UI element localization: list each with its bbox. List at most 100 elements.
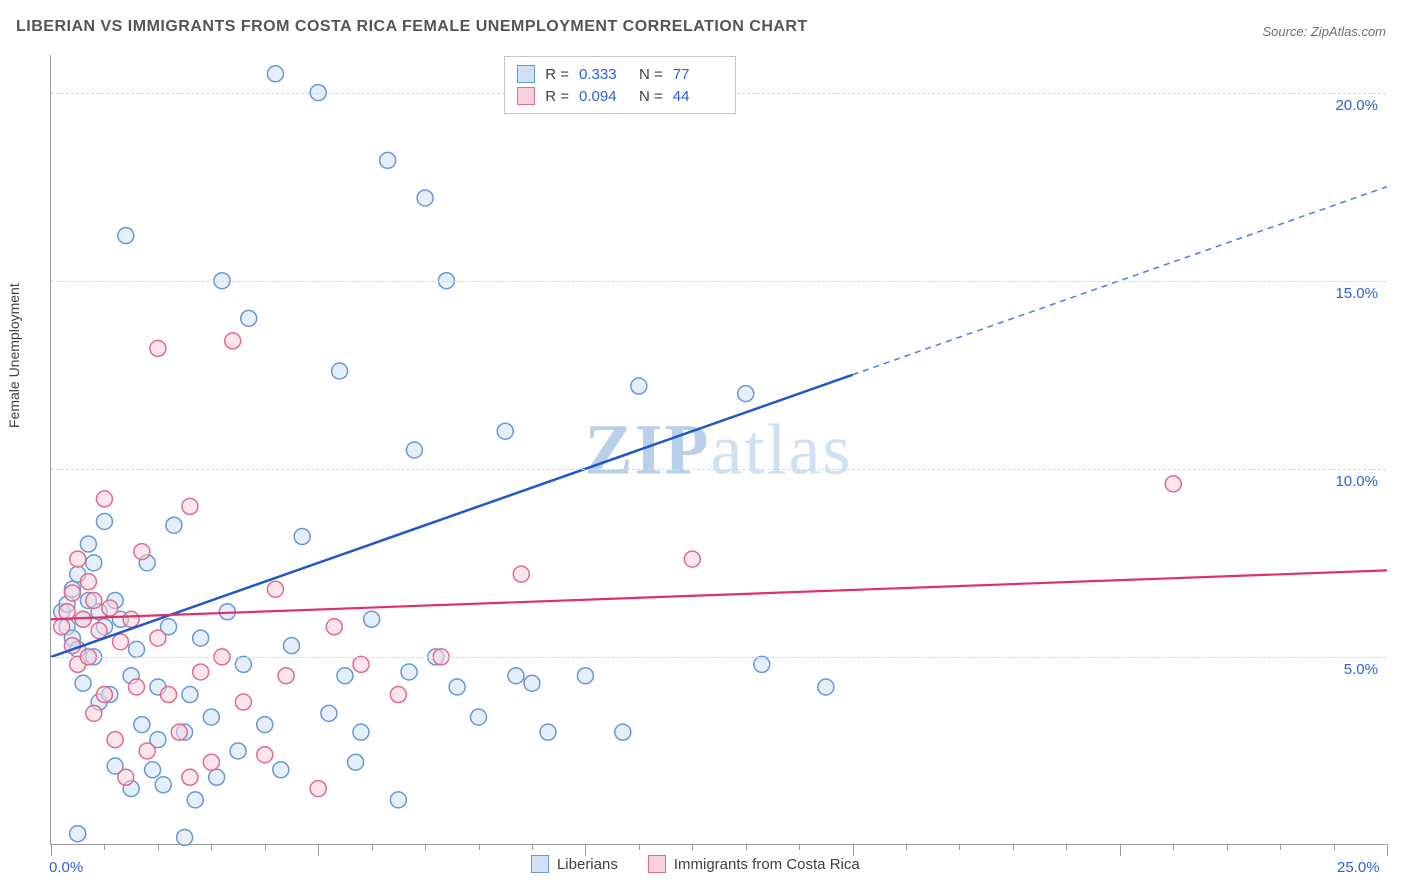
data-point [102, 600, 118, 616]
data-point [166, 517, 182, 533]
r-value: 0.333 [579, 66, 629, 83]
data-point [235, 694, 251, 710]
x-tick [318, 844, 319, 856]
data-point [54, 619, 70, 635]
data-point [193, 630, 209, 646]
data-point [145, 762, 161, 778]
y-tick-label: 20.0% [1335, 97, 1378, 114]
data-point [326, 619, 342, 635]
data-point [161, 687, 177, 703]
data-point [267, 581, 283, 597]
data-point [738, 386, 754, 402]
x-tick [1387, 844, 1388, 856]
data-point [294, 529, 310, 545]
data-point [348, 754, 364, 770]
data-point [273, 762, 289, 778]
data-point [337, 668, 353, 684]
legend-label: Immigrants from Costa Rica [674, 856, 860, 873]
data-point [417, 190, 433, 206]
data-point [86, 555, 102, 571]
data-point [390, 687, 406, 703]
data-point [508, 668, 524, 684]
x-minor-tick [1334, 844, 1335, 850]
plot-area: ZIPatlas 5.0%10.0%15.0%20.0%0.0%25.0% [50, 55, 1386, 845]
y-tick-label: 15.0% [1335, 285, 1378, 302]
data-point [540, 724, 556, 740]
x-minor-tick [906, 844, 907, 850]
gridline [51, 469, 1386, 470]
x-minor-tick [158, 844, 159, 850]
x-minor-tick [692, 844, 693, 850]
data-point [155, 777, 171, 793]
data-point [615, 724, 631, 740]
data-point [70, 826, 86, 842]
data-point [91, 623, 107, 639]
legend-swatch [517, 87, 535, 105]
y-tick-label: 5.0% [1344, 661, 1378, 678]
data-point [353, 724, 369, 740]
x-minor-tick [799, 844, 800, 850]
data-point [241, 310, 257, 326]
x-minor-tick [211, 844, 212, 850]
data-point [390, 792, 406, 808]
legend-row: R =0.094N =44 [517, 85, 723, 107]
data-point [80, 574, 96, 590]
data-point [353, 656, 369, 672]
data-point [139, 743, 155, 759]
x-tick [1120, 844, 1121, 856]
legend-swatch [517, 65, 535, 83]
x-minor-tick [104, 844, 105, 850]
x-minor-tick [372, 844, 373, 850]
data-point [1165, 476, 1181, 492]
legend-item: Immigrants from Costa Rica [648, 855, 860, 873]
data-point [150, 630, 166, 646]
data-point [96, 491, 112, 507]
x-tick [51, 844, 52, 856]
data-point [203, 754, 219, 770]
data-point [230, 743, 246, 759]
data-point [150, 340, 166, 356]
data-point [112, 634, 128, 650]
x-tick-label: 0.0% [49, 859, 83, 876]
data-point [182, 769, 198, 785]
x-minor-tick [1280, 844, 1281, 850]
x-minor-tick [639, 844, 640, 850]
x-minor-tick [479, 844, 480, 850]
data-point [96, 687, 112, 703]
data-point [129, 641, 145, 657]
data-point [75, 675, 91, 691]
data-point [497, 423, 513, 439]
data-point [401, 664, 417, 680]
data-point [278, 668, 294, 684]
data-point [818, 679, 834, 695]
series-legend: Liberians Immigrants from Costa Rica [531, 855, 860, 873]
gridline [51, 281, 1386, 282]
data-point [70, 551, 86, 567]
data-point [267, 66, 283, 82]
legend-swatch [531, 855, 549, 873]
x-minor-tick [532, 844, 533, 850]
correlation-legend: R =0.333N =77R =0.094N =44 [504, 56, 736, 114]
legend-row: R =0.333N =77 [517, 63, 723, 85]
legend-swatch [648, 855, 666, 873]
data-point [225, 333, 241, 349]
data-point [182, 498, 198, 514]
data-point [235, 656, 251, 672]
data-point [209, 769, 225, 785]
data-point [524, 675, 540, 691]
data-point [449, 679, 465, 695]
legend-label: Liberians [557, 856, 618, 873]
data-point [332, 363, 348, 379]
chart-title: LIBERIAN VS IMMIGRANTS FROM COSTA RICA F… [16, 18, 808, 36]
n-value: 44 [673, 88, 723, 105]
data-point [631, 378, 647, 394]
x-tick-label: 25.0% [1337, 859, 1380, 876]
data-point [129, 679, 145, 695]
data-point [577, 668, 593, 684]
y-axis-label: Female Unemployment [6, 283, 22, 428]
data-point [406, 442, 422, 458]
x-minor-tick [1066, 844, 1067, 850]
data-point [64, 585, 80, 601]
data-point [257, 717, 273, 733]
x-minor-tick [1173, 844, 1174, 850]
